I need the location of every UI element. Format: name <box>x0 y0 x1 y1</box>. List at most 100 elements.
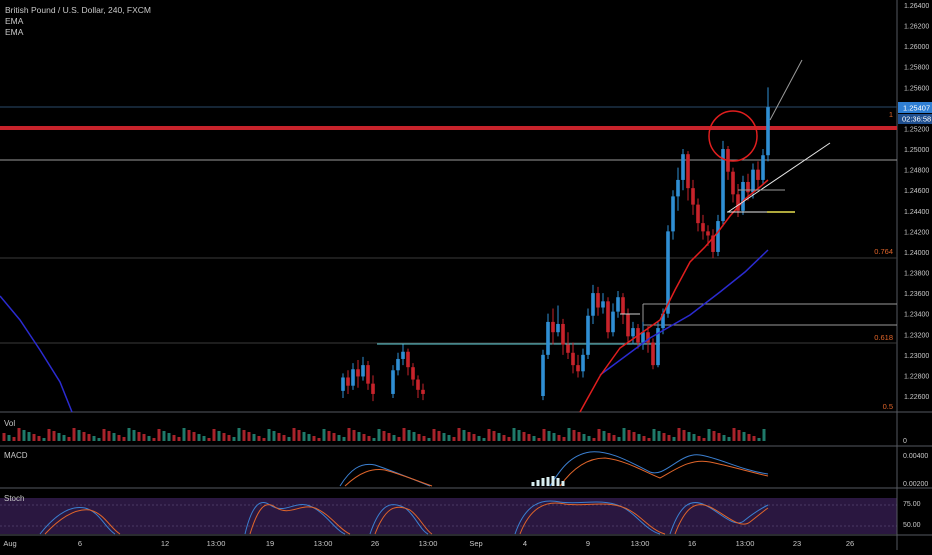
candle <box>596 286 600 316</box>
candle-body <box>731 171 735 195</box>
candle-body <box>741 181 745 211</box>
volume-bar <box>737 430 741 441</box>
candle <box>416 375 420 399</box>
candles <box>341 87 770 402</box>
volume-bar <box>652 429 656 441</box>
volume-bar <box>682 430 686 441</box>
symbol-title[interactable]: British Pound / U.S. Dollar, 240, FXCM <box>5 5 151 15</box>
volume-bar <box>517 430 521 441</box>
volume-bar <box>712 431 716 441</box>
price-axis-label: 1.25200 <box>904 126 929 133</box>
stoch-label[interactable]: Stoch <box>4 494 24 503</box>
candle-body <box>761 155 765 180</box>
volume-bar <box>362 434 366 441</box>
volume-bar <box>447 435 451 441</box>
volume-bar <box>547 431 551 441</box>
volume-bar <box>247 432 251 441</box>
candle <box>571 342 575 374</box>
price-axis-label: 1.25800 <box>904 65 929 72</box>
candle-body <box>566 344 570 353</box>
last-price-tag <box>898 102 932 113</box>
resistance-zone <box>0 126 897 130</box>
candle-body <box>716 221 720 252</box>
volume-bar <box>647 438 651 441</box>
volume-bar <box>732 428 736 441</box>
volume-bar <box>287 437 291 441</box>
volume-bar <box>437 431 441 441</box>
candle <box>631 321 635 345</box>
macd-axis-lower: 0.00200 <box>903 481 928 488</box>
candle <box>716 214 720 257</box>
volume-axis-zero: 0 <box>903 438 907 445</box>
volume-bar <box>522 432 526 441</box>
volume-bars <box>2 428 766 441</box>
volume-bar <box>207 438 211 441</box>
price-axis-label: 1.24200 <box>904 229 929 236</box>
stoch-band <box>0 498 897 534</box>
candle-body <box>556 323 560 333</box>
candle-body <box>596 293 600 308</box>
candle-body <box>721 149 725 222</box>
volume-bar <box>707 429 711 441</box>
candle <box>641 321 645 350</box>
candle-body <box>341 377 345 391</box>
drawings <box>620 59 831 315</box>
macd-line <box>549 451 769 487</box>
volume-bar <box>372 438 376 441</box>
volume-bar <box>407 430 411 441</box>
price-axis-label: 1.26400 <box>904 3 929 10</box>
volume-bar <box>252 434 256 441</box>
macd-label[interactable]: MACD <box>4 451 28 460</box>
candle-body <box>396 358 400 371</box>
stoch-axis-lower: 50.00 <box>903 522 921 529</box>
countdown-label: 02:36:58 <box>902 115 931 124</box>
volume-label[interactable]: Vol <box>4 419 15 428</box>
volume-bar <box>337 435 341 441</box>
volume-bar <box>602 431 606 441</box>
macd-hist <box>551 476 555 486</box>
candle <box>401 344 405 366</box>
volume-bar <box>162 431 166 441</box>
volume-bar <box>7 435 11 441</box>
volume-bar <box>697 436 701 441</box>
indicator-ema-1[interactable]: EMA <box>5 16 24 26</box>
macd-pane <box>339 451 769 487</box>
candle-body <box>606 301 610 333</box>
levels: 1 0.764 0.618 0.5 <box>0 106 897 411</box>
candle-body <box>696 204 700 224</box>
candle <box>411 363 415 386</box>
volume-bar <box>32 434 36 441</box>
indicator-ema-2[interactable]: EMA <box>5 27 24 37</box>
volume-bar <box>592 438 596 441</box>
time-axis[interactable]: Aug 6 12 13:00 19 13:00 26 13:00 Sep 4 9 13:00 16 13:… <box>3 539 854 548</box>
volume-bar <box>197 434 201 441</box>
volume-bar <box>672 437 676 441</box>
volume-bar <box>167 433 171 441</box>
candle-body <box>406 351 410 368</box>
candle-body <box>671 196 675 232</box>
volume-bar <box>692 434 696 441</box>
volume-bar <box>752 436 756 441</box>
volume-bar <box>717 433 721 441</box>
candle <box>541 349 545 401</box>
volume-bar <box>397 437 401 441</box>
time-axis-label: 12 <box>161 539 169 548</box>
candle-body <box>686 154 690 189</box>
price-axis-label: 1.23400 <box>904 312 929 319</box>
volume-bar <box>607 433 611 441</box>
volume-bar <box>12 437 16 441</box>
trendline-white <box>727 142 831 213</box>
candle-body <box>576 365 580 372</box>
volume-bar <box>392 435 396 441</box>
candle <box>761 149 765 185</box>
candle <box>721 140 725 227</box>
price-axis-label: 1.22800 <box>904 373 929 380</box>
candle <box>706 225 710 246</box>
volume-bar <box>382 431 386 441</box>
price-axis-label: 1.22600 <box>904 394 929 401</box>
price-axis-label: 1.23600 <box>904 291 929 298</box>
fib-label: 0.618 <box>874 333 893 342</box>
volume-bar <box>187 430 191 441</box>
